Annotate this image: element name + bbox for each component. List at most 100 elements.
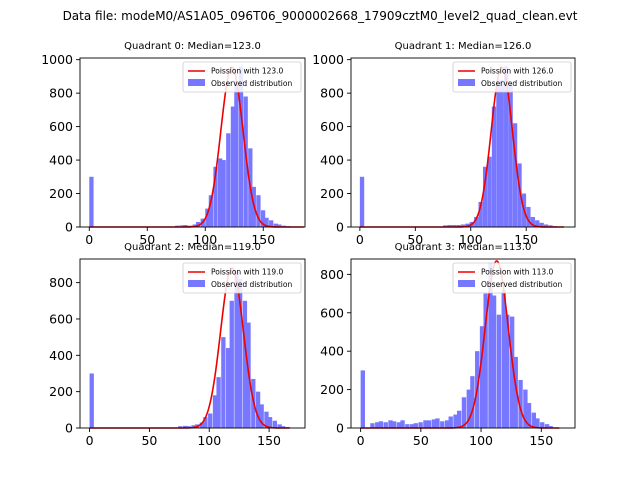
- histogram-bar: [543, 224, 549, 227]
- x-tick-label: 100: [459, 232, 483, 247]
- histogram-bar: [423, 420, 428, 428]
- histogram-bar: [517, 163, 522, 227]
- histogram-bar: [256, 195, 261, 227]
- histogram-bar: [229, 300, 234, 428]
- histogram-bar: [466, 389, 471, 428]
- legend-box: [182, 61, 302, 93]
- histogram-bar: [281, 426, 286, 428]
- histogram-bar: [413, 423, 418, 428]
- x-tick-label: 0: [86, 433, 94, 448]
- panel-title: Quadrant 3: Median=113.0: [395, 242, 532, 253]
- legend: Poission with 126.0 Observed distribution: [452, 61, 572, 93]
- histogram-bar: [264, 217, 269, 227]
- histogram-bar: [512, 123, 518, 227]
- x-tick-label: 100: [197, 433, 221, 448]
- histogram-bar: [461, 397, 467, 428]
- histogram-bar: [391, 421, 397, 428]
- histogram-bar: [234, 271, 239, 428]
- histogram-bar: [226, 348, 231, 428]
- histogram-bar: [440, 421, 445, 428]
- histogram-bar: [216, 377, 221, 428]
- histogram-bar: [487, 156, 492, 227]
- histogram-bar: [453, 414, 458, 428]
- y-tick-label: 0: [65, 220, 73, 235]
- figure-title: Data file: modeM0/AS1A05_096T06_90000026…: [63, 9, 578, 23]
- y-tick-label: 600: [49, 119, 73, 134]
- histogram-bar: [179, 225, 185, 227]
- y-tick-label: 800: [320, 267, 344, 282]
- histogram-bar: [199, 422, 204, 428]
- panel-title: Quadrant 0: Median=123.0: [124, 41, 261, 52]
- y-tick-label: 1000: [41, 52, 73, 67]
- x-tick-label: 100: [469, 433, 493, 448]
- quadrant-1-panel: Quadrant 1: Median=126.0 0 50 100 150 0 200 400…: [312, 41, 576, 247]
- histogram-bar: [526, 206, 531, 227]
- histogram-bar: [460, 224, 466, 227]
- histogram-bar: [243, 96, 248, 228]
- axes-frame: [350, 258, 576, 429]
- y-tick-label: 600: [320, 305, 344, 320]
- y-tick-label: 600: [49, 311, 73, 326]
- histogram-bar: [396, 422, 402, 428]
- y-tick-label: 800: [320, 86, 344, 101]
- legend-box: [452, 262, 572, 294]
- x-tick-label: 0: [356, 232, 364, 247]
- legend-label-poisson: Poission with 113.0: [481, 268, 554, 277]
- histogram-bar: [388, 420, 393, 428]
- histogram-bar: [221, 337, 226, 428]
- histogram-bar: [383, 422, 388, 428]
- legend-label-poisson: Poission with 123.0: [211, 67, 284, 76]
- histogram-bar: [242, 300, 248, 428]
- histogram-bar: [488, 262, 493, 428]
- histogram-bar: [483, 293, 488, 428]
- histogram-bar: [205, 208, 210, 227]
- histogram-bar: [535, 418, 540, 428]
- histogram-bar: [474, 216, 479, 227]
- x-tick-label: 150: [529, 433, 553, 448]
- x-tick-label: 50: [139, 232, 155, 247]
- histogram-bar: [272, 420, 277, 428]
- histogram-bar: [370, 423, 375, 428]
- x-tick-label: 100: [193, 232, 217, 247]
- histogram-bar: [465, 223, 470, 227]
- quadrant-0-panel: Quadrant 0: Median=123.0 0 50 100 150 0 200 400…: [41, 41, 306, 247]
- y-tick-label: 200: [320, 382, 344, 397]
- histogram-bar: [491, 295, 497, 428]
- histogram-bar: [518, 379, 523, 428]
- histogram-bar: [479, 326, 485, 428]
- histogram-bar: [259, 404, 264, 428]
- histogram-bar: [509, 316, 515, 428]
- histogram-bar: [504, 66, 509, 228]
- histogram-bar: [447, 224, 452, 227]
- histogram-bar: [359, 176, 365, 227]
- histogram-bar: [435, 418, 440, 428]
- y-tick-label: 600: [320, 119, 344, 134]
- histogram-bar: [375, 422, 380, 428]
- x-tick-label: 50: [141, 433, 157, 448]
- histogram-bar: [273, 223, 278, 227]
- quadrant-3-panel: Quadrant 3: Median=113.0 0 50 100 150 0 200 400…: [320, 242, 576, 448]
- histogram-bar: [548, 225, 553, 227]
- y-tick-label: 400: [49, 153, 73, 168]
- histogram-bar: [203, 417, 208, 428]
- histogram-bar: [501, 289, 506, 428]
- histogram-bar: [431, 419, 437, 428]
- axes-frame: [79, 57, 306, 228]
- legend-label-poisson: Poission with 126.0: [481, 67, 554, 76]
- y-tick-label: 400: [320, 344, 344, 359]
- y-tick-label: 200: [49, 384, 73, 399]
- legend-box: [182, 262, 302, 294]
- histogram-bar: [499, 79, 504, 227]
- y-tick-label: 1000: [312, 52, 344, 67]
- histogram-bar: [513, 356, 518, 428]
- histogram-bar: [213, 166, 218, 227]
- x-tick-label: 50: [407, 232, 423, 247]
- histogram-bar: [221, 160, 226, 227]
- histogram-bar: [496, 314, 502, 428]
- legend-label-poisson: Poission with 119.0: [211, 268, 284, 277]
- histogram-bar: [208, 413, 213, 428]
- histogram-bar: [496, 84, 501, 228]
- histogram-bar: [451, 224, 457, 227]
- histogram-bar: [277, 224, 282, 227]
